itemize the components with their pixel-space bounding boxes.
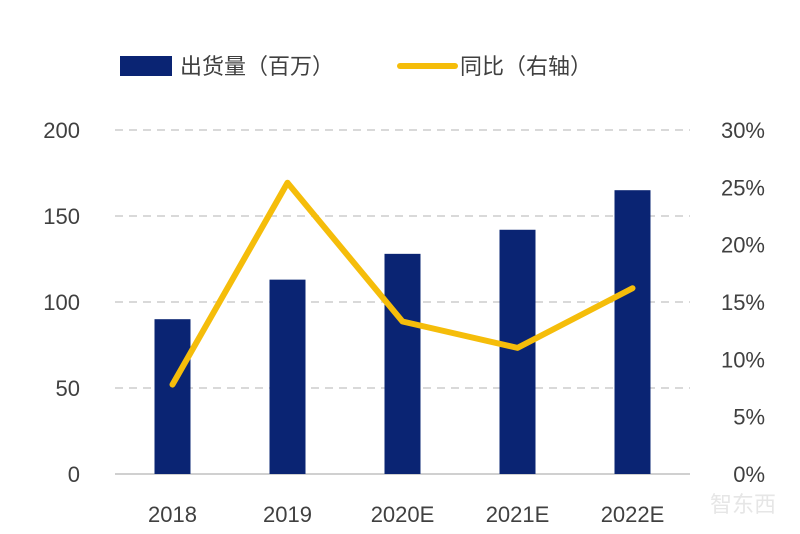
bar xyxy=(384,253,421,474)
right-tick-label: 25% xyxy=(721,175,765,200)
bar xyxy=(614,190,651,474)
left-tick-label: 100 xyxy=(43,290,80,315)
legend-bar-label: 出货量（百万） xyxy=(180,55,334,80)
x-tick-label: 2022E xyxy=(601,502,665,527)
bar xyxy=(499,229,536,474)
right-tick-label: 30% xyxy=(721,118,765,143)
x-tick-label: 2018 xyxy=(148,502,197,527)
right-tick-label: 20% xyxy=(721,233,765,258)
x-axis: 2018 2019 2020E 2021E 2022E xyxy=(148,502,664,527)
right-tick-label: 15% xyxy=(721,290,765,315)
left-tick-label: 150 xyxy=(43,204,80,229)
x-tick-label: 2021E xyxy=(486,502,550,527)
legend-line-label: 同比（右轴） xyxy=(460,55,592,80)
watermark: 智东西 xyxy=(710,493,776,518)
line-series xyxy=(169,179,636,388)
left-tick-label: 200 xyxy=(43,118,80,143)
right-tick-label: 10% xyxy=(721,347,765,372)
bar xyxy=(154,319,191,474)
legend: 出货量（百万） 同比（右轴） xyxy=(120,55,592,80)
right-axis: 0% 5% 10% 15% 20% 25% 30% xyxy=(721,118,765,487)
left-tick-label: 50 xyxy=(56,376,80,401)
right-tick-label: 0% xyxy=(733,462,765,487)
left-tick-label: 0 xyxy=(68,462,80,487)
right-tick-label: 5% xyxy=(733,405,765,430)
x-tick-label: 2020E xyxy=(371,502,435,527)
legend-bar-swatch xyxy=(120,56,172,76)
bar xyxy=(269,279,306,474)
left-axis: 0 50 100 150 200 xyxy=(43,118,80,487)
x-tick-label: 2019 xyxy=(263,502,312,527)
bar-series xyxy=(154,190,651,474)
